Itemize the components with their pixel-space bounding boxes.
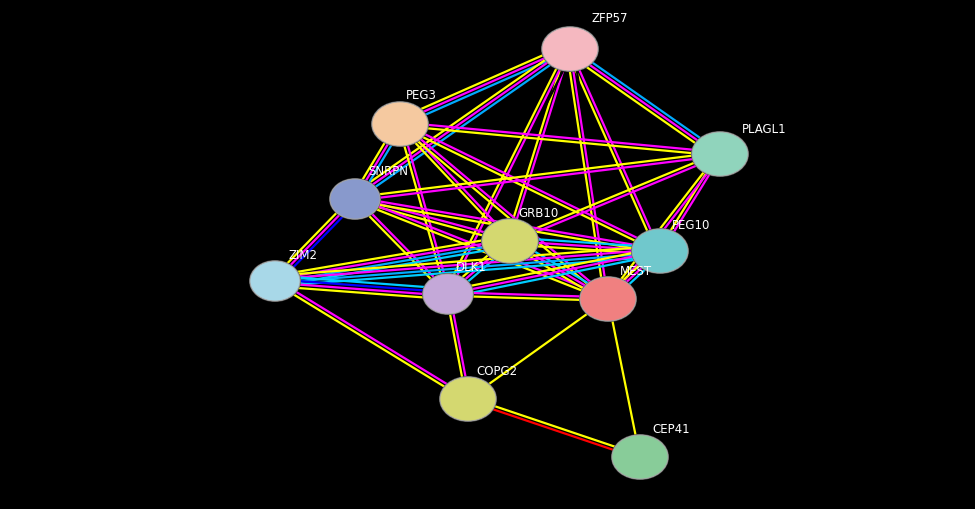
Ellipse shape	[249, 261, 301, 302]
Ellipse shape	[482, 219, 538, 264]
Text: CEP41: CEP41	[652, 422, 689, 435]
Ellipse shape	[330, 180, 380, 219]
Ellipse shape	[422, 273, 474, 316]
Ellipse shape	[632, 230, 688, 273]
Ellipse shape	[372, 103, 428, 147]
Ellipse shape	[542, 28, 598, 72]
Ellipse shape	[440, 377, 496, 421]
Ellipse shape	[691, 132, 749, 178]
Ellipse shape	[481, 218, 539, 265]
Text: ZIM2: ZIM2	[288, 248, 317, 262]
Ellipse shape	[611, 434, 669, 480]
Text: MEST: MEST	[620, 265, 652, 277]
Ellipse shape	[423, 274, 473, 315]
Ellipse shape	[692, 133, 748, 177]
Text: PLAGL1: PLAGL1	[742, 123, 787, 136]
Text: PEG3: PEG3	[406, 89, 437, 102]
Text: DLK1: DLK1	[456, 261, 487, 273]
Ellipse shape	[439, 376, 497, 422]
Text: ZFP57: ZFP57	[592, 12, 629, 25]
Ellipse shape	[329, 179, 381, 220]
Ellipse shape	[250, 262, 300, 301]
Ellipse shape	[631, 229, 689, 274]
Text: GRB10: GRB10	[518, 207, 559, 219]
Ellipse shape	[580, 277, 636, 321]
Ellipse shape	[371, 102, 429, 148]
Text: COPG2: COPG2	[476, 364, 517, 377]
Ellipse shape	[612, 435, 668, 479]
Text: PEG10: PEG10	[672, 218, 711, 232]
Ellipse shape	[579, 276, 637, 322]
Text: SNRPN: SNRPN	[368, 165, 408, 178]
Ellipse shape	[541, 27, 599, 73]
